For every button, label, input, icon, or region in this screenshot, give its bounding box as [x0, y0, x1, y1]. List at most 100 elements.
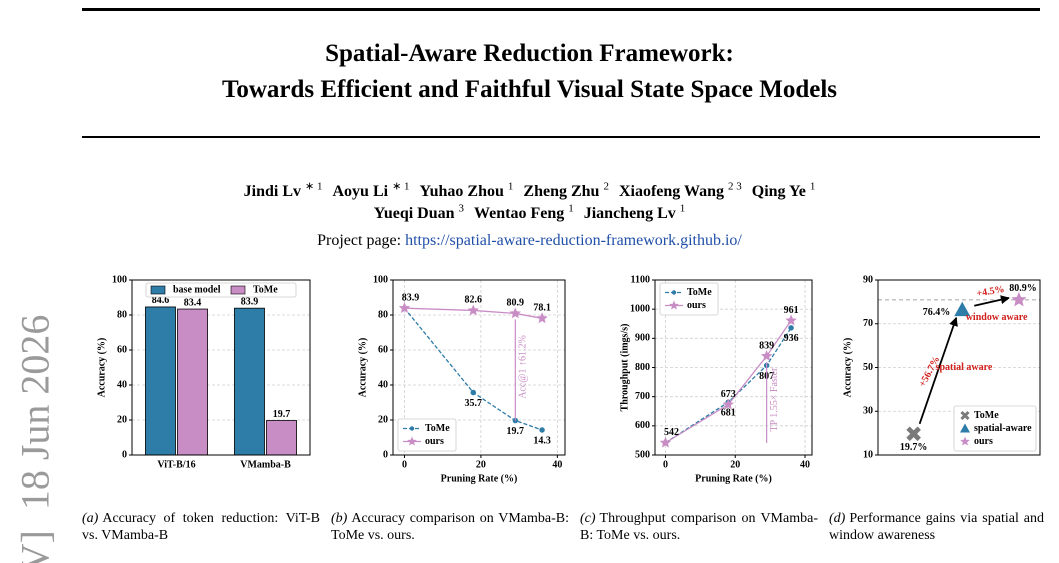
author-name: Qing Ye — [751, 183, 806, 201]
legend-label: spatial-aware — [974, 423, 1032, 434]
x-tick-label: ViT-B/16 — [157, 459, 195, 470]
value-label: 76.4% — [923, 307, 951, 318]
x-tick-label: 40 — [800, 459, 810, 470]
x-tick-label: 0 — [663, 459, 668, 470]
y-tick-label: 80 — [117, 309, 127, 320]
y-tick-label: 600 — [635, 420, 650, 431]
affiliation: 1 — [507, 181, 514, 193]
caption: (b) Accuracy comparison on VMamba-B: ToMe… — [331, 510, 569, 544]
bar — [177, 308, 208, 456]
value-label: 19.7 — [507, 426, 525, 437]
value-label: 82.6 — [465, 295, 483, 306]
value-label: 19.7 — [273, 409, 291, 420]
legend-label: ToMe — [687, 287, 712, 298]
marker — [407, 436, 417, 446]
author: Xiaofeng Wang 2 3 — [618, 181, 742, 201]
author-name: Xiaofeng Wang — [618, 183, 724, 201]
author: Aoyu Li ∗ 1 — [332, 181, 409, 200]
plot-frame — [877, 279, 1041, 456]
y-axis-label: Throughput (imgs/s) — [619, 324, 630, 412]
marker — [398, 302, 411, 313]
annotation: TP 1.55× Faster — [769, 367, 780, 432]
annotation: +4.5% — [976, 284, 1006, 300]
legend-swatch — [230, 285, 246, 295]
y-tick-label: 90 — [863, 274, 873, 285]
value-label: 673 — [721, 389, 736, 400]
caption-text: Accuracy comparison on VMamba-B: ToMe vs… — [331, 511, 569, 543]
y-tick-label: 500 — [635, 449, 650, 460]
legend-label: ours — [687, 300, 706, 311]
author: Jiancheng Lv 1 — [584, 203, 686, 222]
value-label: 961 — [784, 305, 799, 316]
x-tick-label: 20 — [476, 459, 486, 470]
marker — [1011, 291, 1027, 307]
author: Jindi Lv ∗ 1 — [243, 181, 323, 201]
y-tick-label: 800 — [635, 362, 650, 373]
caption-tag: (d) — [829, 511, 846, 526]
value-label: 35.7 — [465, 398, 483, 409]
project-link[interactable]: https://spatial-aware-reduction-framewor… — [405, 232, 742, 249]
x-axis-label: Pruning Rate (%) — [441, 473, 518, 484]
affiliation: 1 — [679, 203, 686, 215]
author: Yuhao Zhou 1 — [419, 181, 514, 201]
legend-label: ToMe — [253, 284, 278, 295]
y-tick-label: 1000 — [630, 303, 650, 314]
author: Qing Ye 1 — [751, 181, 816, 201]
caption-text: Performance gains via spatial and window… — [829, 511, 1044, 543]
value-label: 83.9 — [402, 292, 420, 303]
marker — [669, 300, 679, 310]
affiliation: 1 — [568, 203, 574, 215]
value-label: 936 — [784, 333, 799, 344]
author-name: Wentao Feng — [474, 205, 565, 223]
y-tick-label: 700 — [635, 391, 650, 402]
y-tick-label: 0 — [122, 449, 127, 460]
x-tick-label: 20 — [730, 459, 740, 470]
x-axis-label: Pruning Rate (%) — [695, 473, 772, 484]
x-tick-label: 40 — [552, 459, 562, 470]
bar — [266, 420, 297, 456]
marker — [470, 389, 477, 396]
plot-frame — [654, 279, 813, 456]
x-tick-label: 0 — [402, 459, 407, 470]
caption-text: Throughput comparison on VMamba-B: ToMe … — [580, 511, 818, 543]
value-label: 839 — [759, 340, 774, 351]
bar — [234, 307, 265, 456]
author: Yueqi Duan 3 — [374, 203, 464, 222]
y-tick-label: 70 — [863, 318, 873, 329]
legend-label: ToMe — [425, 423, 450, 434]
value-label: 14.3 — [533, 435, 551, 446]
legend-label: ours — [425, 436, 444, 447]
legend-box — [953, 405, 1037, 452]
author-name: Jindi Lv — [243, 183, 302, 201]
marker — [960, 423, 970, 433]
y-axis-label: Accuracy (%) — [842, 338, 853, 398]
author: Zheng Zhu 2 — [523, 181, 609, 200]
bar — [145, 306, 176, 456]
marker — [536, 312, 548, 324]
marker — [960, 436, 970, 446]
top-rule — [82, 8, 1040, 11]
author-name: Yuhao Zhou — [419, 183, 504, 201]
legend-box — [145, 282, 297, 298]
y-tick-label: 80 — [378, 309, 388, 320]
arrow — [918, 316, 958, 425]
y-tick-label: 40 — [378, 379, 388, 390]
marker — [509, 307, 521, 319]
y-tick-label: 40 — [117, 379, 127, 390]
x-tick-label: VMamba-B — [240, 459, 291, 470]
marker — [906, 426, 921, 442]
y-tick-label: 0 — [383, 449, 388, 460]
title-line: Spatial-Aware Reduction Framework: — [325, 40, 734, 67]
plot-frame — [131, 279, 311, 456]
plot-frame — [392, 279, 566, 456]
marker — [785, 314, 797, 326]
value-label: 80.9 — [507, 298, 525, 309]
title-line: Towards Efficient and Faithful Visual St… — [221, 76, 838, 103]
marker — [671, 290, 677, 295]
y-tick-label: 900 — [635, 333, 650, 344]
annotation: spatial aware — [936, 362, 993, 373]
affiliation: 1 — [809, 181, 816, 193]
value-label: 19.7% — [900, 442, 928, 453]
marker — [788, 325, 794, 331]
